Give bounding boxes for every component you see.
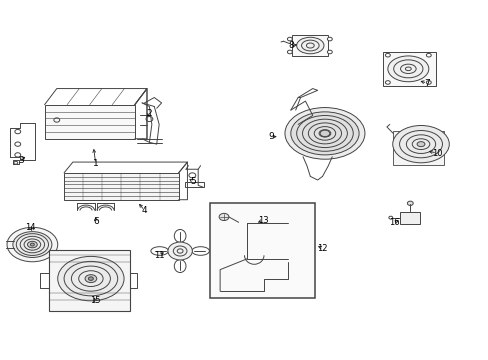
Circle shape <box>188 173 195 178</box>
Bar <box>44 105 135 139</box>
Text: 14: 14 <box>25 223 35 232</box>
Ellipse shape <box>392 126 448 163</box>
Circle shape <box>15 142 20 146</box>
Text: 1: 1 <box>93 159 99 168</box>
Bar <box>184 182 203 187</box>
Ellipse shape <box>296 37 324 54</box>
Text: 8: 8 <box>287 41 293 50</box>
Ellipse shape <box>27 241 37 248</box>
Circle shape <box>219 213 228 221</box>
Text: 13: 13 <box>257 216 268 225</box>
Ellipse shape <box>85 275 97 283</box>
Circle shape <box>287 37 292 41</box>
Text: 9: 9 <box>268 132 274 141</box>
Circle shape <box>426 81 430 84</box>
Circle shape <box>54 118 60 122</box>
Circle shape <box>15 153 20 157</box>
Circle shape <box>327 50 331 54</box>
Text: 16: 16 <box>388 218 399 227</box>
Ellipse shape <box>320 130 329 136</box>
Circle shape <box>385 53 389 57</box>
Circle shape <box>426 53 430 57</box>
Circle shape <box>385 81 389 84</box>
Text: 10: 10 <box>431 149 442 158</box>
Text: 3: 3 <box>18 156 24 165</box>
Text: 4: 4 <box>142 206 147 215</box>
Ellipse shape <box>7 227 58 262</box>
Text: 2: 2 <box>146 109 152 118</box>
Ellipse shape <box>88 277 93 280</box>
Text: 5: 5 <box>190 177 196 186</box>
Ellipse shape <box>416 141 424 147</box>
Circle shape <box>146 117 153 122</box>
Ellipse shape <box>58 256 124 301</box>
Ellipse shape <box>30 243 34 246</box>
Bar <box>64 173 178 200</box>
Bar <box>392 131 444 165</box>
Circle shape <box>14 161 18 164</box>
Bar <box>49 250 130 311</box>
Circle shape <box>407 201 412 206</box>
Bar <box>210 203 315 298</box>
Circle shape <box>287 50 292 54</box>
Ellipse shape <box>285 108 364 159</box>
Ellipse shape <box>290 112 358 155</box>
Circle shape <box>15 130 20 134</box>
Ellipse shape <box>13 231 52 257</box>
Bar <box>383 51 435 86</box>
Text: 15: 15 <box>90 296 101 305</box>
Circle shape <box>167 242 192 260</box>
Text: 11: 11 <box>154 251 164 260</box>
Text: 12: 12 <box>317 244 327 253</box>
Bar <box>399 212 419 224</box>
Text: 6: 6 <box>93 217 99 226</box>
Text: 7: 7 <box>424 79 429 88</box>
Bar <box>291 35 328 56</box>
Circle shape <box>327 37 331 41</box>
Ellipse shape <box>387 56 428 82</box>
